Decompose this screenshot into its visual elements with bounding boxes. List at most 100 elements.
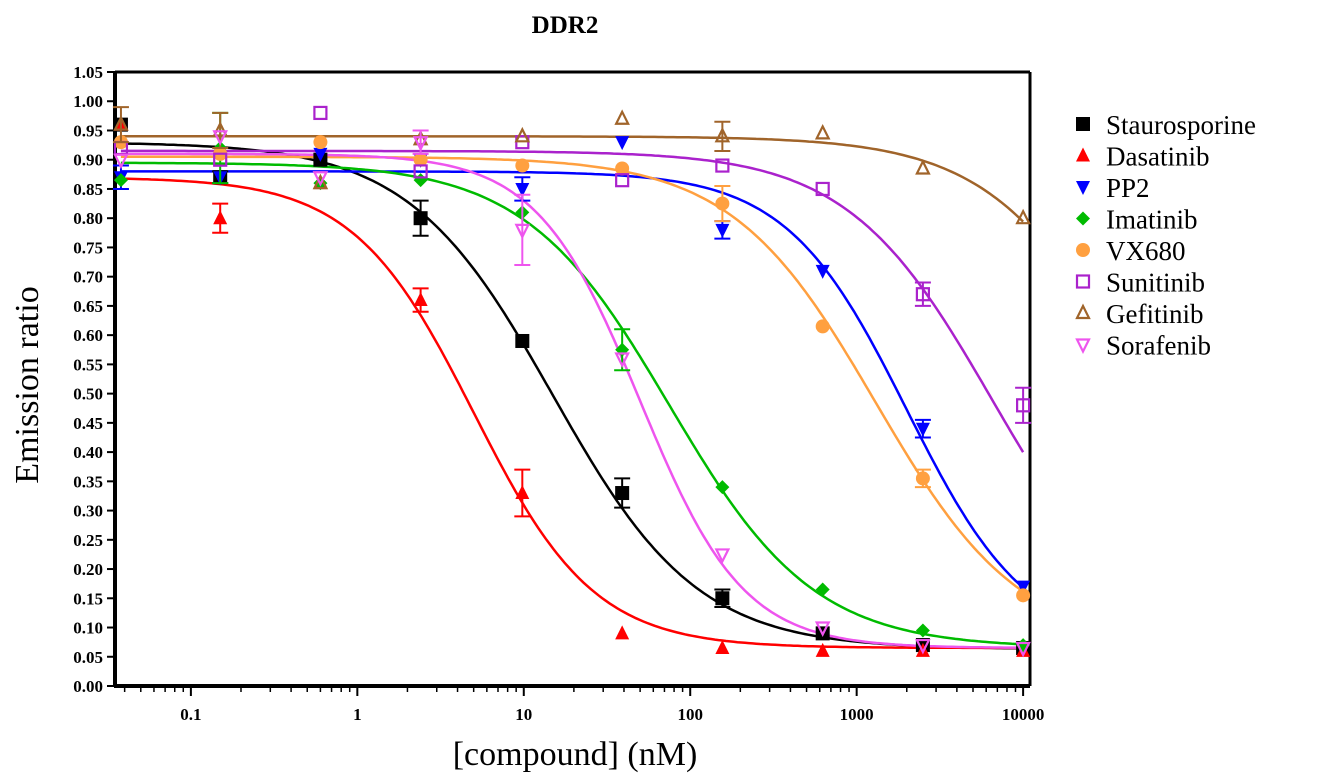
y-tick-label: 0.20: [73, 560, 103, 579]
y-tick-label: 0.55: [73, 355, 103, 374]
y-tick-label: 0.10: [73, 619, 103, 638]
data-point-gefitinib: [915, 159, 931, 175]
x-tick-label: 1000: [840, 705, 874, 724]
data-point-vx680: [715, 196, 730, 211]
chart-title: DDR2: [532, 12, 599, 39]
data-point-sunitinib: [413, 164, 428, 179]
data-point-dasatinib: [815, 642, 830, 657]
data-point-gefitinib: [312, 173, 329, 190]
data-point-sorafenib: [714, 548, 731, 564]
x-tick-label: 1: [353, 705, 362, 724]
x-axis-title: [compound] (nM): [453, 736, 698, 773]
data-point-sorafenib: [514, 223, 531, 240]
data-point-sorafenib: [412, 136, 429, 152]
y-tick-label: 0.00: [73, 677, 103, 696]
data-point-sunitinib: [1016, 398, 1031, 413]
y-tick-label: 0.85: [73, 180, 103, 199]
data-point-dasatinib: [413, 292, 428, 307]
fit-curve-pp2: [120, 170, 1024, 589]
data-point-staurosporine: [413, 211, 428, 226]
y-tick-label: 0.40: [73, 443, 103, 462]
data-point-gefitinib: [714, 126, 731, 143]
data-point-gefitinib: [1015, 208, 1031, 225]
data-point-imatinib: [715, 480, 730, 495]
data-point-dasatinib: [615, 625, 630, 640]
data-point-pp2: [915, 422, 930, 437]
legend-label-vx680: VX680: [1106, 236, 1186, 266]
y-tick-label: 0.60: [73, 326, 103, 345]
fit-curve-imatinib: [120, 161, 1024, 646]
y-tick-label: 0.75: [73, 238, 103, 257]
data-point-sorafenib: [212, 130, 228, 146]
y-tick-label: 0.15: [73, 589, 103, 608]
legend-label-gefitinib: Gefitinib: [1106, 299, 1203, 329]
data-point-pp2: [1016, 580, 1031, 595]
fit-curve-dasatinib: [120, 177, 1024, 650]
legend-marker-gefitinib: [1075, 303, 1091, 320]
y-tick-label: 0.70: [73, 268, 103, 287]
legend-marker-sorafenib: [1075, 338, 1091, 354]
data-point-vx680: [515, 158, 530, 173]
data-point-sorafenib: [915, 638, 931, 655]
data-point-sorafenib: [113, 153, 129, 170]
legend-marker-dasatinib: [1076, 147, 1090, 162]
data-point-pp2: [313, 147, 328, 162]
legend-label-pp2: PP2: [1106, 173, 1150, 203]
data-point-sorafenib: [312, 171, 329, 187]
y-tick-label: 0.30: [73, 502, 103, 521]
data-point-sunitinib: [615, 173, 630, 188]
y-tick-label: 0.25: [73, 531, 103, 550]
data-point-gefitinib: [113, 115, 129, 131]
plot-area: 0.00 0.05 0.10 0.15 0.20 0.25 0.30 0.35 0.40 0.45…: [73, 63, 1044, 724]
data-point-vx680: [1016, 588, 1031, 603]
data-point-sunitinib: [815, 181, 830, 197]
data-point-vx680: [413, 152, 428, 167]
legend-marker-imatinib: [1076, 211, 1090, 226]
data-point-pp2: [715, 223, 730, 238]
data-point-staurosporine: [715, 591, 730, 606]
data-point-vx680: [313, 135, 328, 150]
x-tick-label: 0.1: [180, 705, 201, 724]
legend-marker-pp2: [1076, 181, 1090, 195]
legend-label-sunitinib: Sunitinib: [1106, 268, 1205, 298]
legend-label-dasatinib: Dasatinib: [1106, 142, 1209, 172]
data-point-sunitinib: [715, 158, 730, 173]
data-point-vx680: [915, 471, 930, 486]
x-tick-label: 10000: [1002, 705, 1045, 724]
y-tick-label: 0.05: [73, 648, 103, 667]
data-point-sunitinib: [313, 105, 328, 121]
y-tick-label: 0.45: [73, 414, 103, 433]
data-point-gefitinib: [212, 121, 228, 137]
y-tick-label: 0.80: [73, 209, 103, 228]
y-tick-label: 0.95: [73, 121, 103, 140]
legend-marker-staurosporine: [1076, 117, 1090, 131]
x-tick-label: 100: [677, 705, 703, 724]
fit-curve-vx680: [120, 155, 1024, 593]
data-point-sorafenib: [614, 352, 630, 368]
data-point-staurosporine: [515, 333, 530, 348]
legend-label-imatinib: Imatinib: [1106, 205, 1197, 235]
legend: StaurosporineDasatinibPP2ImatinibVX680Su…: [1075, 110, 1256, 361]
data-point-gefitinib: [814, 123, 831, 140]
data-point-vx680: [815, 319, 830, 334]
y-tick-label: 0.35: [73, 472, 103, 491]
data-point-gefitinib: [614, 109, 630, 125]
data-point-imatinib: [915, 623, 930, 638]
data-point-dasatinib: [515, 485, 530, 500]
y-tick-label: 0.65: [73, 297, 103, 316]
fit-curve-gefitinib: [120, 135, 1024, 223]
data-point-sunitinib: [915, 287, 931, 302]
y-tick-label: 0.50: [73, 385, 103, 404]
fit-curve-sunitinib: [120, 149, 1025, 453]
legend-marker-sunitinib: [1075, 274, 1091, 289]
data-point-sorafenib: [814, 621, 831, 637]
data-point-pp2: [615, 136, 630, 151]
data-point-imatinib: [413, 173, 428, 188]
data-point-sorafenib: [1015, 641, 1031, 658]
y-tick-label: 1.05: [73, 63, 103, 82]
y-axis-title: Emission ratio: [9, 286, 46, 483]
data-point-pp2: [815, 264, 830, 279]
x-tick-label: 10: [515, 705, 532, 724]
legend-label-sorafenib: Sorafenib: [1106, 331, 1211, 361]
data-point-dasatinib: [715, 639, 730, 654]
